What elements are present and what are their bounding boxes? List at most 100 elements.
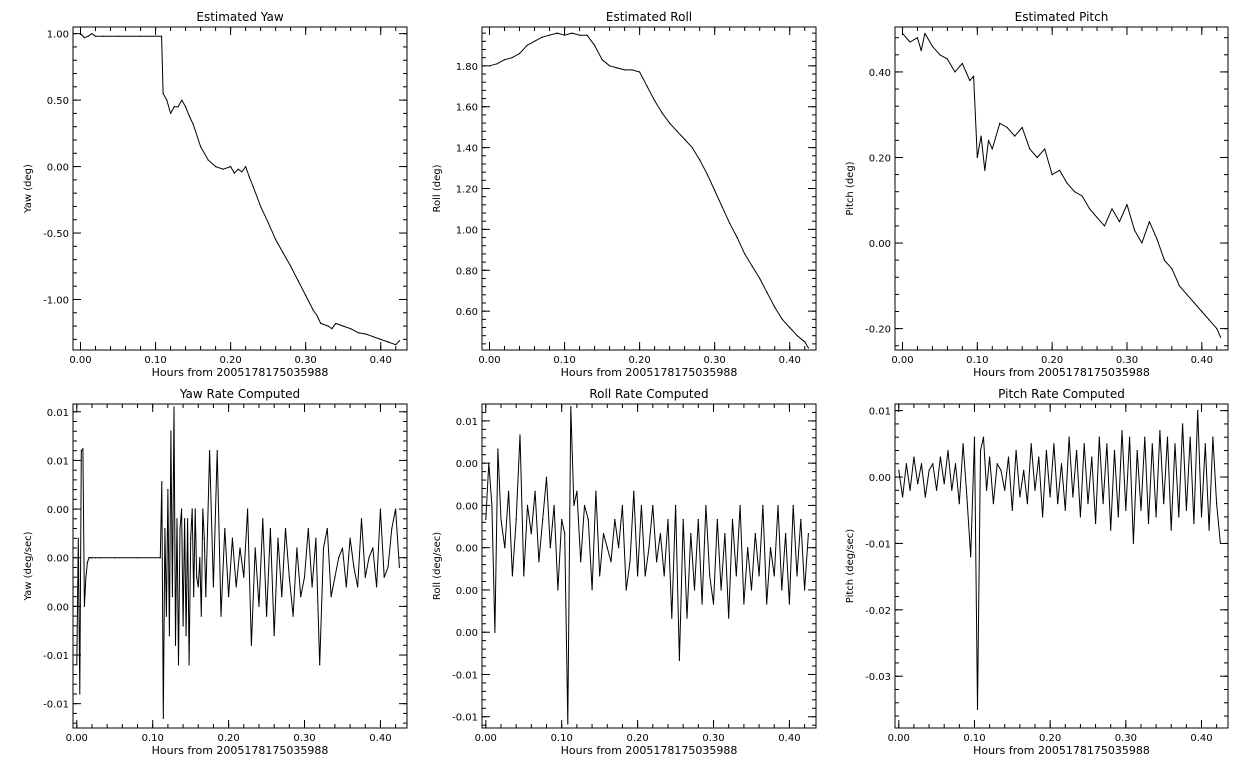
pitch-rate-data-point xyxy=(1208,529,1210,531)
roll-rate-data-point xyxy=(682,518,684,521)
pitch-rate-data-point xyxy=(898,469,900,471)
pitch-rate-data-point xyxy=(1121,429,1123,432)
roll-rate-data-point xyxy=(570,406,572,408)
pitch-rate-data-point xyxy=(936,489,938,491)
roll-rate-data-point xyxy=(728,617,730,619)
pitch-rate-ytick-label: 0.00 xyxy=(869,473,891,484)
yaw-data-point xyxy=(222,168,224,170)
yaw-data-point xyxy=(260,205,262,208)
pitch-ytick-label: 0.40 xyxy=(869,68,891,79)
pitch-rate-data-point xyxy=(976,708,979,711)
roll-rate-data-point xyxy=(674,504,677,507)
roll-rate-data-point xyxy=(595,490,597,492)
roll-data-point xyxy=(601,59,603,61)
pitch-rate-data-point xyxy=(939,456,942,458)
yaw-rate-data-point xyxy=(300,596,302,598)
roll-rate-ytick-label: 0.00 xyxy=(456,544,478,555)
pitch-rate-data-point xyxy=(1219,542,1222,545)
roll-rate-data-point xyxy=(716,518,718,521)
yaw-rate-data-point xyxy=(277,537,279,539)
pitch-rate-data-point xyxy=(924,496,926,498)
yaw-rate-data-point xyxy=(391,527,393,530)
yaw-data-point xyxy=(305,294,307,297)
roll-rate-data-point xyxy=(712,603,715,605)
pitch-rate-data-point xyxy=(1023,469,1025,471)
pitch-rate-data-point xyxy=(1026,502,1029,505)
roll-rate-data-point xyxy=(697,518,699,521)
yaw-rate-data-point xyxy=(196,576,198,578)
roll-rate-data-point xyxy=(781,589,783,591)
pitch-rate-data-point xyxy=(1185,509,1187,511)
yaw-data-point xyxy=(241,171,243,173)
yaw-data-point xyxy=(233,172,235,174)
roll-ytick-label: 1.80 xyxy=(456,62,478,73)
roll-rate-ylabel: Roll (deg/sec) xyxy=(432,532,443,600)
yaw-rate-data-point xyxy=(83,605,85,607)
pitch-rate-data-point xyxy=(1155,516,1157,518)
roll-rate-data-point xyxy=(576,490,578,492)
yaw-rate-data-point xyxy=(239,547,241,549)
pitch-rate-data-point xyxy=(979,449,982,452)
pitch-data-point xyxy=(961,62,963,64)
pitch-data-point xyxy=(931,45,934,47)
yaw-rate-data-point xyxy=(360,518,363,520)
pitch-rate-data-point xyxy=(1034,489,1036,491)
roll-rate-data-point xyxy=(507,490,510,492)
pitch-rate-data-point xyxy=(1159,429,1161,432)
yaw-rate-data-point xyxy=(243,576,245,578)
yaw-rate-data-point xyxy=(77,537,79,539)
roll-ytick-label: 0.80 xyxy=(456,266,478,277)
yaw-rate-data-point xyxy=(368,557,370,559)
roll-rate-data-point xyxy=(599,575,601,577)
pitch-rate-data-point xyxy=(992,502,994,505)
yaw-rate-data-point xyxy=(202,508,204,510)
pitch-plot: 0.00 0.10 0.20 0.30 0.40 0.40 0.20 0.00 -0.20 Est… xyxy=(845,10,1229,379)
pitch-rate-xtick-label: 0.10 xyxy=(963,733,985,744)
pitch-rate-data-point xyxy=(1068,436,1070,438)
pitch-rate-data-point xyxy=(1110,529,1112,531)
roll-data-point xyxy=(548,34,551,36)
roll-data-point xyxy=(631,69,633,71)
yaw-xtick-label: 0.40 xyxy=(370,355,392,366)
pitch-rate-ytick-label: -0.02 xyxy=(865,606,891,617)
roll-rate-data-point xyxy=(629,561,631,563)
yaw-data-point xyxy=(398,340,401,342)
yaw-data-point xyxy=(335,322,337,325)
pitch-rate-data-point xyxy=(958,502,960,505)
yaw-rate-data-point xyxy=(338,557,340,559)
pitch-rate-data-point xyxy=(1076,449,1078,452)
yaw-rate-data-point xyxy=(199,557,201,559)
yaw-rate-data-point xyxy=(193,596,195,598)
pitch-rate-data-point xyxy=(1098,436,1100,438)
pitch-rate-data-point xyxy=(1087,502,1089,505)
pitch-data-point xyxy=(1208,319,1210,321)
yaw-data-point xyxy=(207,159,209,161)
pitch-rate-data-point xyxy=(985,489,988,491)
pitch-rate-data-point xyxy=(973,436,976,438)
roll-rate-data-point xyxy=(690,533,692,535)
roll-data-point xyxy=(744,253,746,255)
yaw-title: Estimated Yaw xyxy=(196,10,283,24)
yaw-rate-ytick-label: 0.01 xyxy=(47,408,69,419)
yaw-rate-data-point xyxy=(179,527,181,530)
roll-rate-data-point xyxy=(640,504,643,507)
yaw-rate-data-point xyxy=(395,508,397,510)
roll-data-point xyxy=(676,130,678,132)
roll-rate-ytick-label: 0.00 xyxy=(456,459,478,470)
yaw-rate-ytick-label: 0.00 xyxy=(47,554,69,565)
pitch-data-point xyxy=(1193,302,1195,304)
yaw-data-point xyxy=(188,115,190,117)
yaw-series-line xyxy=(80,33,400,346)
yaw-rate-data-point xyxy=(91,557,93,559)
yaw-rate-data-point xyxy=(341,547,344,549)
pitch-rate-data-point xyxy=(1117,516,1119,518)
roll-rate-data-point xyxy=(625,589,627,591)
roll-rate-data-point xyxy=(519,434,521,436)
yaw-rate-data-point xyxy=(235,586,237,588)
yaw-data-point xyxy=(380,338,382,340)
roll-rate-data-point xyxy=(758,575,760,577)
pitch-rate-data-point xyxy=(917,483,919,485)
yaw-rate-data-point xyxy=(161,481,163,483)
yaw-xtick-label: 0.10 xyxy=(144,355,166,366)
